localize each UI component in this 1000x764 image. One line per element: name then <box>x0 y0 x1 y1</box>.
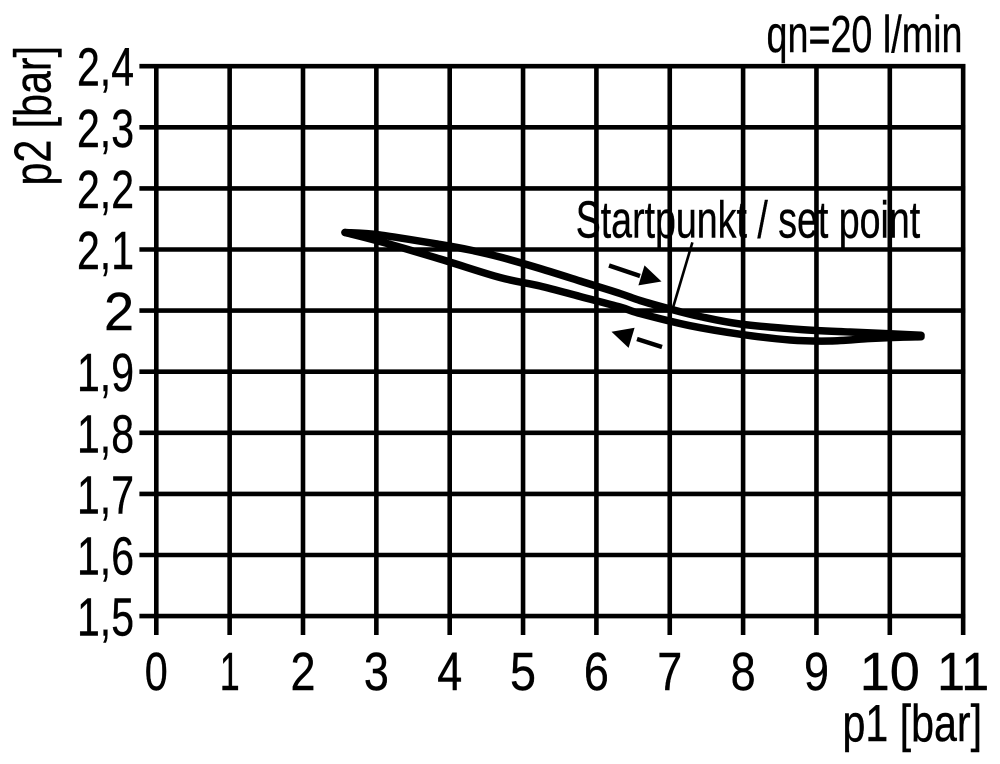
svg-text:2: 2 <box>291 642 316 702</box>
svg-text:0: 0 <box>145 642 168 702</box>
svg-text:1,9: 1,9 <box>77 343 134 403</box>
svg-text:6: 6 <box>584 642 609 702</box>
svg-text:7: 7 <box>657 642 682 702</box>
svg-text:4: 4 <box>437 642 462 702</box>
svg-text:2,3: 2,3 <box>77 99 134 159</box>
svg-text:2,4: 2,4 <box>77 38 134 98</box>
svg-text:Startpunkt / set point: Startpunkt / set point <box>576 192 921 250</box>
svg-text:9: 9 <box>804 642 829 702</box>
svg-text:2,1: 2,1 <box>77 221 134 281</box>
svg-text:2: 2 <box>104 282 134 342</box>
svg-text:qn=20 l/min: qn=20 l/min <box>767 6 963 64</box>
svg-text:p1 [bar]: p1 [bar] <box>843 695 983 753</box>
svg-text:p2 [bar]: p2 [bar] <box>5 46 63 186</box>
svg-text:10: 10 <box>860 642 920 702</box>
svg-text:2,2: 2,2 <box>77 160 134 220</box>
svg-text:1: 1 <box>220 642 240 702</box>
svg-text:11: 11 <box>937 642 989 702</box>
svg-text:1,7: 1,7 <box>77 465 134 525</box>
svg-text:5: 5 <box>510 642 536 702</box>
svg-text:8: 8 <box>731 642 756 702</box>
svg-text:1,8: 1,8 <box>77 404 134 464</box>
svg-text:3: 3 <box>364 642 389 702</box>
svg-text:1,5: 1,5 <box>77 588 134 648</box>
svg-text:1,6: 1,6 <box>77 527 134 587</box>
